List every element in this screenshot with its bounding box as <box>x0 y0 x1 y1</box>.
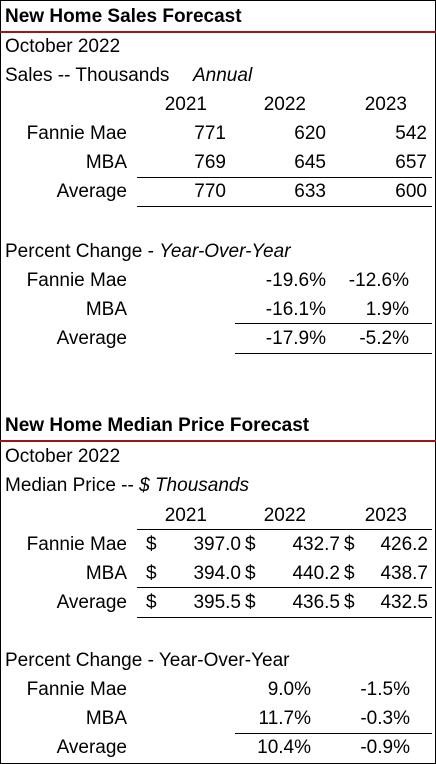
price-currency-symbol: $ <box>344 534 355 555</box>
price-pct-row-label: MBA <box>85 708 127 729</box>
price-currency-symbol: $ <box>245 563 256 584</box>
price-cell: 395.5 <box>193 592 241 613</box>
sales-row-label: MBA <box>85 152 127 173</box>
price-currency-symbol: $ <box>146 592 157 613</box>
sales-average-top-rule <box>137 177 432 178</box>
sales-cell: 600 <box>395 181 427 202</box>
price-currency-symbol: $ <box>245 592 256 613</box>
price-currency-symbol: $ <box>344 563 355 584</box>
price-units-heading: Median Price -- $ Thousands <box>5 471 249 500</box>
price-year-header: 2023 <box>364 505 407 526</box>
sales-units-note: Annual <box>193 65 253 86</box>
sales-pct-cell: -17.9% <box>265 328 326 349</box>
sales-pct-row-label: Fannie Mae <box>26 270 127 291</box>
sales-row-label: Average <box>56 181 127 202</box>
sales-units-label: Sales -- Thousands <box>5 65 170 86</box>
price-average-bottom-rule <box>137 617 432 618</box>
price-pct-cell: -0.3% <box>360 708 410 729</box>
sales-cell: 620 <box>294 123 326 144</box>
price-header-rule <box>137 529 432 530</box>
price-cell: 432.7 <box>292 534 340 555</box>
sales-cell: 771 <box>194 123 226 144</box>
price-row-label: MBA <box>85 563 127 584</box>
sales-pct-heading: Percent Change - Year-Over-Year <box>5 237 291 266</box>
sales-pct-cell: -19.6% <box>265 270 326 291</box>
sales-year-header: 2022 <box>263 94 306 115</box>
price-cell: 440.2 <box>292 563 340 584</box>
sales-pct-label: Percent Change - <box>5 241 160 262</box>
sales-pct-cell: -16.1% <box>265 299 326 320</box>
sales-average-bottom-rule <box>137 206 432 207</box>
price-row-label: Fannie Mae <box>26 534 127 555</box>
sales-pct-note: Year-Over-Year <box>159 241 291 262</box>
price-currency-symbol: $ <box>344 592 355 613</box>
price-cell: 426.2 <box>380 534 428 555</box>
sales-cell: 542 <box>395 123 427 144</box>
price-pct-cell: -1.5% <box>360 679 410 700</box>
sales-pct-average-bottom-rule <box>235 353 432 354</box>
price-currency-symbol: $ <box>146 534 157 555</box>
price-average-top-rule <box>137 587 432 588</box>
sales-pct-average-top-rule <box>235 323 432 324</box>
price-cell: 394.0 <box>193 563 241 584</box>
sales-pct-cell: -12.6% <box>348 270 409 291</box>
price-pct-cell: 11.7% <box>258 708 311 729</box>
price-year-header: 2021 <box>164 505 207 526</box>
price-row-label: Average <box>56 592 127 613</box>
price-pct-heading: Percent Change - Year-Over-Year <box>5 650 290 671</box>
price-year-header: 2022 <box>263 505 306 526</box>
price-currency-symbol: $ <box>245 534 256 555</box>
sales-pct-row-label: MBA <box>85 299 127 320</box>
sales-cell: 769 <box>194 152 226 173</box>
sales-year-header: 2023 <box>364 94 407 115</box>
sales-year-header: 2021 <box>164 94 207 115</box>
price-date: October 2022 <box>5 446 121 467</box>
sales-pct-cell: 1.9% <box>365 299 409 320</box>
price-pct-cell: 10.4% <box>257 737 311 758</box>
price-cell: 432.5 <box>380 592 428 613</box>
price-units-note: $ Thousands <box>139 475 249 496</box>
price-currency-symbol: $ <box>146 563 157 584</box>
sales-cell: 633 <box>294 181 326 202</box>
price-units-label: Median Price -- <box>5 475 140 496</box>
price-pct-cell: -0.9% <box>360 737 410 758</box>
sales-title-rule <box>0 31 436 33</box>
sales-cell: 770 <box>194 181 226 202</box>
sales-row-label: Fannie Mae <box>26 123 127 144</box>
sales-section-title: New Home Sales Forecast <box>5 6 242 27</box>
price-pct-cell: 9.0% <box>267 679 311 700</box>
price-pct-row-label: Average <box>56 737 127 758</box>
price-pct-row-label: Fannie Mae <box>26 679 127 700</box>
price-pct-average-top-rule <box>235 733 432 734</box>
price-section-title: New Home Median Price Forecast <box>5 415 310 436</box>
sales-date: October 2022 <box>5 36 121 57</box>
price-cell: 436.5 <box>292 592 340 613</box>
sales-pct-row-label: Average <box>56 328 127 349</box>
sales-pct-cell: -5.2% <box>359 328 409 349</box>
sales-cell: 657 <box>395 152 427 173</box>
sales-cell: 645 <box>294 152 326 173</box>
price-cell: 397.0 <box>193 534 241 555</box>
price-title-rule <box>0 440 436 442</box>
price-cell: 438.7 <box>380 563 428 584</box>
